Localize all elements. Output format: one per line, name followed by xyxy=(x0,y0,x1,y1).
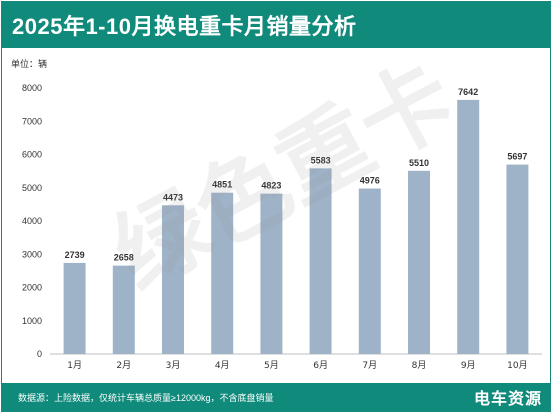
footer-bar: 数据源：上险数据，仅统计车辆总质量≥12000kg，不含底盘销量 电车资源 xyxy=(2,383,550,411)
x-tick-label: 1月 xyxy=(67,360,82,371)
y-tick-label: 4000 xyxy=(22,216,42,226)
y-tick-label: 8000 xyxy=(22,83,42,93)
bar xyxy=(162,205,184,354)
data-label: 5697 xyxy=(507,152,527,162)
x-tick-label: 4月 xyxy=(215,360,230,371)
bar xyxy=(63,262,86,354)
data-label: 2658 xyxy=(114,253,134,263)
x-tick-label: 9月 xyxy=(461,360,476,371)
y-tick-label: 3000 xyxy=(22,249,42,259)
data-label: 4823 xyxy=(261,181,281,191)
bar xyxy=(309,168,332,354)
unit-label: 单位：辆 xyxy=(11,59,48,69)
data-label: 4473 xyxy=(163,192,183,202)
bar xyxy=(408,170,430,354)
data-label: 5510 xyxy=(409,158,429,168)
y-tick-label: 0 xyxy=(37,349,42,359)
data-label: 7642 xyxy=(458,87,478,97)
data-label: 4976 xyxy=(360,176,380,186)
y-tick-label: 7000 xyxy=(22,116,42,126)
brand-logo-text: 电车资源 xyxy=(473,391,542,408)
data-label: 2739 xyxy=(65,250,85,260)
x-tick-label: 8月 xyxy=(412,360,427,371)
bar xyxy=(457,99,480,354)
x-tick-label: 10月 xyxy=(507,360,527,371)
y-tick-label: 5000 xyxy=(22,183,42,193)
x-tick-label: 7月 xyxy=(362,360,377,371)
bar xyxy=(260,193,283,354)
x-tick-label: 5月 xyxy=(264,360,279,371)
bar xyxy=(506,164,529,354)
data-label: 4851 xyxy=(212,180,232,190)
bar-chart: 0 1000 2000 3000 4000 5000 6000 7000 8000 2739 1月 2… xyxy=(22,83,542,371)
y-tick-label: 1000 xyxy=(22,316,42,326)
bar xyxy=(112,265,135,354)
bar xyxy=(211,192,234,354)
x-tick-label: 2月 xyxy=(116,360,131,371)
x-tick-label: 6月 xyxy=(313,360,328,371)
x-tick-label: 3月 xyxy=(166,360,181,371)
data-label: 5583 xyxy=(311,155,331,165)
data-source-note: 数据源：上险数据，仅统计车辆总质量≥12000kg，不含底盘销量 xyxy=(18,392,274,403)
bar xyxy=(358,188,381,354)
y-tick-label: 2000 xyxy=(22,283,42,293)
page-title: 2025年1-10月换电重卡月销量分析 xyxy=(2,2,550,48)
y-tick-label: 6000 xyxy=(22,150,42,160)
